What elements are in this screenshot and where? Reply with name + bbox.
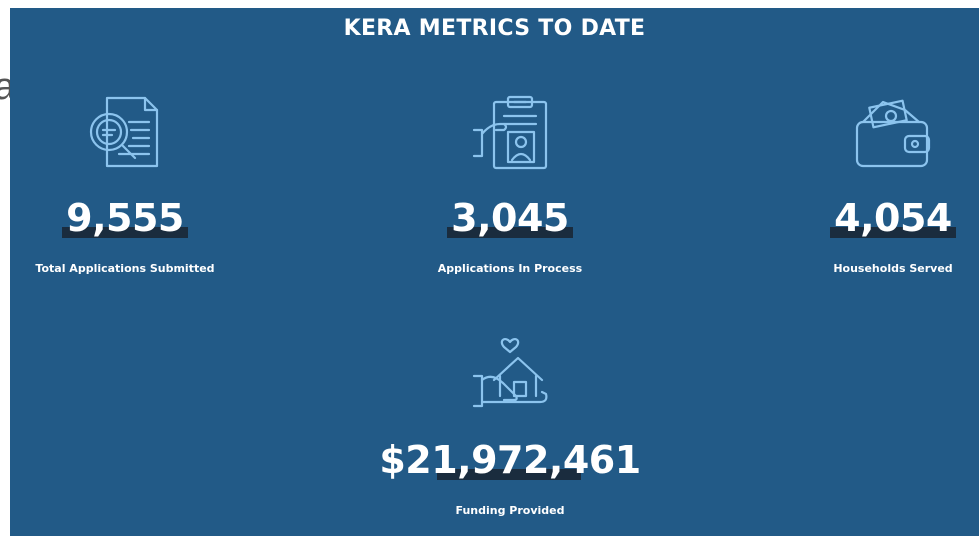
metric-value: 9,555	[62, 196, 188, 240]
value-underline	[62, 227, 188, 238]
metric: $21,972,461 Funding Provided	[360, 438, 660, 517]
metric-value: 4,054	[830, 196, 956, 240]
metric-label: Total Applications Submitted	[35, 262, 215, 275]
clipboard-icon	[472, 95, 548, 170]
value-underline	[830, 227, 956, 238]
metric-value: 3,045	[447, 196, 573, 240]
wallet-icon	[855, 99, 931, 168]
metric-label: Households Served	[833, 262, 953, 275]
value-text: 3,045	[451, 196, 569, 240]
value-underline	[447, 227, 573, 238]
value-underline	[437, 469, 581, 480]
panel-title: KERA METRICS TO DATE	[343, 16, 646, 41]
document-search-icon	[89, 96, 159, 168]
metric: 4,054 Households Served	[743, 196, 979, 275]
value-text: 4,054	[834, 196, 952, 240]
metric: 9,555 Total Applications Submitted	[0, 196, 275, 275]
metric-label: Funding Provided	[455, 504, 565, 517]
value-text: 9,555	[66, 196, 184, 240]
value-text: $21,972,461	[379, 438, 641, 482]
metric-value: $21,972,461	[379, 438, 641, 482]
metrics-panel: KERA METRICS TO DATE 9,555 Total Applica…	[10, 8, 979, 536]
metric: 3,045 Applications In Process	[360, 196, 660, 275]
metric-label: Applications In Process	[437, 262, 583, 275]
house-hand-icon	[472, 338, 548, 408]
